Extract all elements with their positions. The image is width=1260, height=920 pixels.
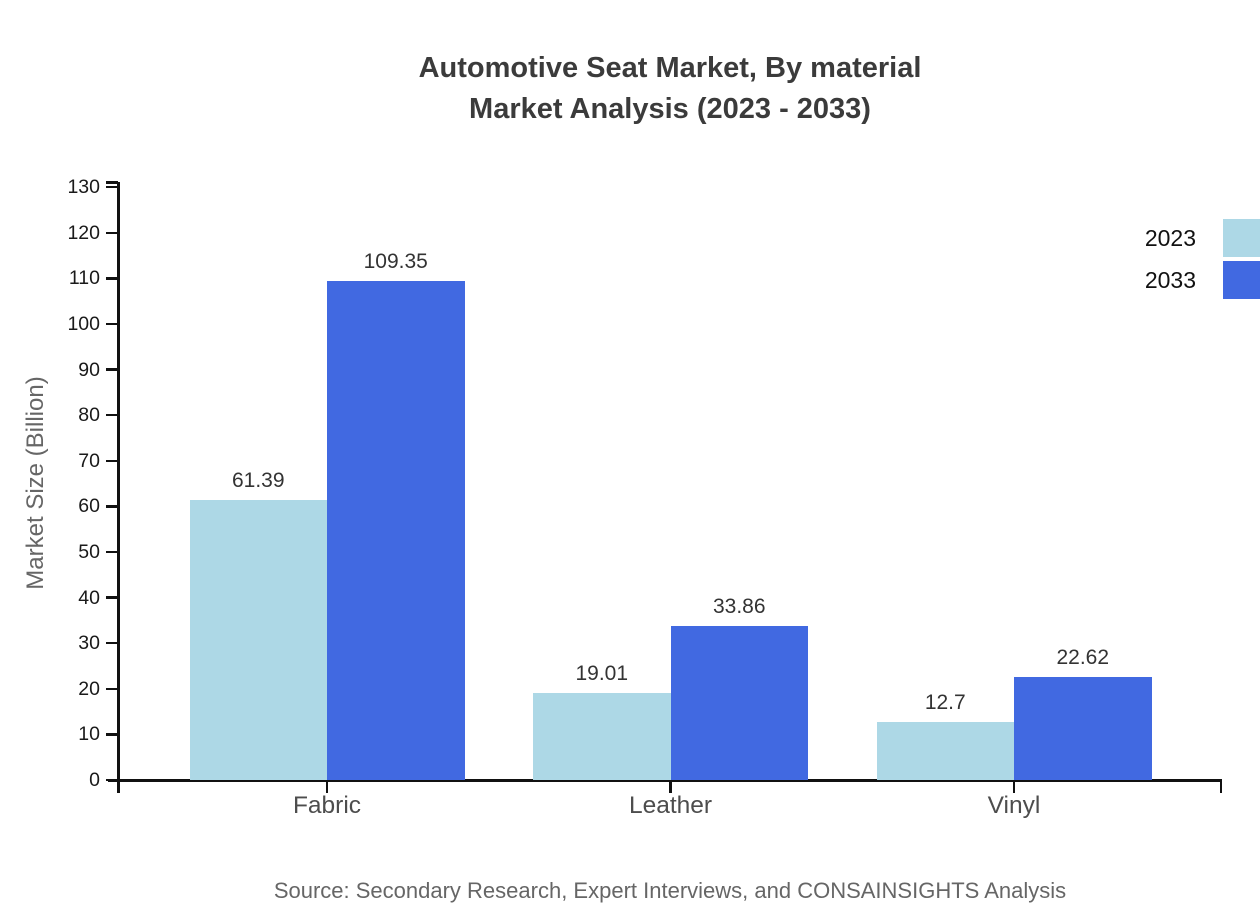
bar-2033-vinyl [1014, 676, 1152, 780]
y-tick-label: 10 [78, 723, 100, 746]
legend-swatch-2033 [1223, 261, 1260, 299]
y-tick [106, 596, 118, 599]
bar-value-label: 12.7 [924, 691, 966, 715]
x-tick [669, 780, 672, 793]
chart-title: Automotive Seat Market, By material Mark… [118, 48, 1222, 130]
source-note: Source: Secondary Research, Expert Inter… [273, 878, 1067, 903]
x-category-label: Leather [628, 792, 713, 819]
x-axis-end-tick [1219, 780, 1222, 793]
x-category-label: Vinyl [987, 792, 1041, 819]
y-tick [106, 231, 118, 235]
y-tick-label: 70 [78, 449, 100, 472]
y-tick-label: 0 [89, 769, 100, 791]
y-tick-label: 80 [78, 404, 100, 427]
chart-title-line2: Market Analysis (2023 - 2033) [469, 93, 871, 125]
y-tick-label: 90 [78, 358, 100, 381]
bar-value-label: 61.39 [231, 469, 285, 493]
y-tick-label: 110 [68, 267, 100, 290]
y-tick-label: 50 [78, 541, 100, 563]
y-tick [106, 733, 118, 736]
y-tick [106, 641, 118, 645]
bar-2023-leather [533, 693, 671, 780]
bar-value-label: 109.35 [363, 250, 428, 274]
y-tick [106, 277, 118, 280]
y-tick [106, 550, 118, 554]
legend-label-2023: 2023 [1144, 225, 1196, 251]
legend-swatch-2023 [1223, 219, 1260, 257]
x-tick [325, 780, 329, 793]
x-category-label: Fabric [292, 792, 362, 819]
y-tick [106, 413, 118, 417]
y-tick [106, 368, 118, 371]
y-tick-label: 60 [78, 495, 100, 518]
y-tick [106, 322, 118, 326]
y-axis-top-cap [106, 181, 118, 184]
legend-label-2033: 2033 [1144, 267, 1196, 293]
y-tick-label: 130 [67, 176, 100, 199]
y-tick-label: 30 [78, 632, 100, 655]
bar-2023-vinyl [876, 722, 1014, 780]
x-tick [1012, 780, 1016, 793]
y-tick-label: 40 [78, 586, 100, 609]
y-tick-label: 100 [67, 313, 100, 335]
bar-2033-leather [670, 625, 808, 780]
y-tick-label: 120 [67, 221, 100, 244]
y-tick [106, 687, 118, 691]
chart-title-line1: Automotive Seat Market, By material [418, 52, 922, 84]
bar-value-label: 33.86 [712, 594, 766, 618]
y-tick [106, 185, 118, 189]
bar-2033-fabric [327, 281, 465, 780]
y-tick [106, 505, 118, 508]
bar-value-label: 19.01 [575, 662, 629, 686]
y-tick [106, 459, 118, 463]
x-axis-line [108, 778, 1222, 782]
y-tick-label: 20 [78, 677, 100, 700]
bar-2023-fabric [189, 500, 327, 780]
bar-value-label: 22.62 [1056, 645, 1110, 669]
y-axis-line [116, 182, 120, 793]
y-tick [106, 778, 118, 782]
